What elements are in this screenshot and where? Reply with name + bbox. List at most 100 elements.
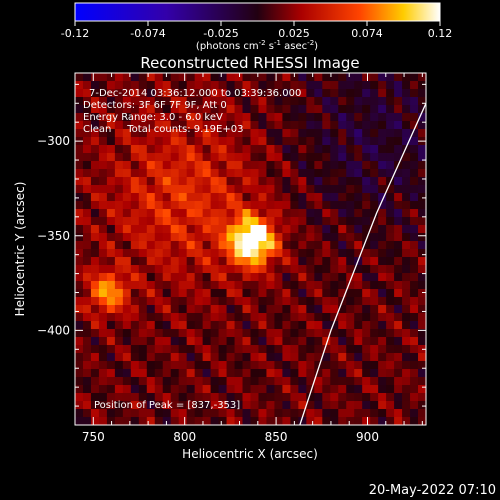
heatmap-cell	[242, 89, 252, 98]
heatmap-cell	[194, 321, 204, 330]
x-tick-label: 800	[173, 430, 196, 444]
heatmap-cell	[282, 377, 291, 386]
heatmap-cell	[170, 209, 180, 218]
heatmap-cell	[394, 417, 403, 425]
heatmap-cell	[90, 97, 100, 106]
heatmap-cell	[314, 81, 323, 90]
heatmap-cell	[274, 353, 284, 362]
colorbar-label-sup: -1	[274, 39, 281, 47]
heatmap-cell	[170, 161, 180, 170]
heatmap-cell	[90, 89, 100, 98]
heatmap-cell	[210, 265, 220, 274]
heatmap-cell	[266, 329, 276, 338]
heatmap-cell	[154, 89, 164, 98]
heatmap-cell	[410, 105, 419, 114]
heatmap-cell	[138, 233, 148, 242]
heatmap-cell	[402, 265, 411, 274]
heatmap-cell	[122, 369, 132, 378]
heatmap-cell	[402, 337, 411, 346]
heatmap-cell	[258, 353, 268, 362]
heatmap-cell	[218, 161, 228, 170]
heatmap-cell	[410, 153, 419, 162]
heatmap-cell	[386, 161, 395, 170]
heatmap-cell	[346, 281, 355, 290]
heatmap-cell	[242, 209, 252, 218]
heatmap-cell	[178, 249, 188, 258]
heatmap-cell	[386, 393, 395, 402]
heatmap-cell	[130, 385, 140, 394]
heatmap-cell	[218, 289, 228, 298]
heatmap-cell	[194, 369, 204, 378]
heatmap-cell	[82, 289, 92, 298]
heatmap-cell	[90, 281, 100, 290]
heatmap-cell	[130, 257, 140, 266]
heatmap-cell	[330, 209, 339, 218]
heatmap-cell	[138, 337, 148, 346]
heatmap-cell	[266, 81, 276, 90]
colorbar-label: (photons cm-2 s-1 asec-2)	[196, 39, 318, 52]
heatmap-cell	[218, 377, 228, 386]
heatmap-cell	[418, 369, 426, 378]
heatmap-cell	[354, 385, 363, 394]
heatmap-cell	[234, 217, 244, 226]
heatmap-cell	[106, 233, 116, 242]
heatmap-cell	[298, 417, 307, 425]
heatmap-cell	[194, 393, 204, 402]
heatmap-cell	[282, 145, 291, 154]
heatmap-cell	[106, 89, 116, 98]
heatmap-cell	[386, 185, 395, 194]
heatmap-cell	[306, 329, 315, 338]
heatmap-cell	[418, 129, 426, 138]
heatmap-cell	[418, 185, 426, 194]
heatmap-cell	[306, 273, 315, 282]
heatmap-cell	[90, 273, 100, 282]
heatmap-cell	[106, 145, 116, 154]
heatmap-cell	[186, 353, 196, 362]
heatmap-cell	[362, 313, 371, 322]
heatmap-cell	[170, 265, 180, 274]
heatmap-cell	[354, 313, 363, 322]
heatmap-cell	[234, 145, 244, 154]
heatmap-cell	[210, 249, 220, 258]
heatmap-cell	[266, 97, 276, 106]
heatmap-cell	[354, 329, 363, 338]
heatmap-cell	[370, 137, 379, 146]
heatmap-cell	[266, 193, 276, 202]
heatmap-cell	[194, 225, 204, 234]
heatmap-cell	[154, 353, 164, 362]
heatmap-cell	[106, 217, 116, 226]
heatmap-cell	[154, 369, 164, 378]
heatmap-cell	[362, 209, 371, 218]
heatmap-cell	[154, 177, 164, 186]
heatmap-cell	[210, 329, 220, 338]
heatmap-cell	[250, 321, 260, 330]
heatmap-cell	[290, 241, 299, 250]
heatmap-cell	[346, 249, 355, 258]
heatmap-cell	[114, 409, 124, 418]
heatmap-cell	[354, 321, 363, 330]
heatmap-cell	[306, 353, 315, 362]
heatmap-cell	[394, 97, 403, 106]
heatmap-cell	[162, 217, 172, 226]
heatmap-cell	[170, 409, 180, 418]
heatmap-cell	[210, 97, 220, 106]
heatmap-cell	[306, 169, 315, 178]
heatmap-cell	[394, 217, 403, 226]
heatmap-cell	[306, 337, 315, 346]
heatmap-cell	[282, 345, 291, 354]
heatmap-cell	[226, 97, 236, 106]
heatmap-cell	[114, 201, 124, 210]
heatmap-cell	[242, 369, 252, 378]
heatmap-cell	[154, 73, 164, 82]
heatmap-cell	[386, 361, 395, 370]
heatmap-cell	[90, 385, 100, 394]
heatmap-cell	[186, 225, 196, 234]
heatmap-cell	[290, 369, 299, 378]
heatmap-cell	[242, 217, 252, 226]
heatmap-cell	[314, 113, 323, 122]
heatmap-cell	[138, 113, 148, 122]
heatmap-cell	[346, 81, 355, 90]
heatmap-cell	[154, 209, 164, 218]
heatmap-cell	[314, 193, 323, 202]
heatmap-cell	[202, 281, 212, 290]
